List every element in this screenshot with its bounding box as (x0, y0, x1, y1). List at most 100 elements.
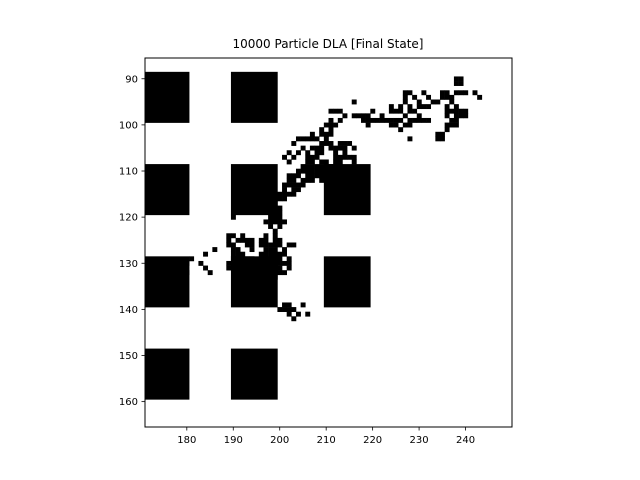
particle-cell (249, 247, 255, 253)
particle-cell (244, 260, 250, 266)
particle-cell (277, 307, 283, 312)
particle-cell (323, 164, 329, 169)
particle-cell (309, 168, 315, 174)
particle-cell (323, 131, 329, 137)
particle-cell (388, 108, 394, 114)
particle-cell (463, 108, 469, 114)
particle-cell (402, 94, 408, 100)
particle-cell (286, 256, 292, 262)
particle-cell (277, 214, 283, 220)
particle-cell (351, 113, 357, 119)
particle-cell (430, 99, 436, 105)
particle-cell (263, 251, 269, 257)
particle-cell (305, 173, 311, 179)
particle-cell (198, 260, 204, 266)
particle-cell (453, 113, 459, 119)
particle-cell (370, 108, 376, 114)
particle-cell (407, 90, 413, 96)
particle-cell (328, 145, 334, 151)
particle-cell (263, 256, 269, 262)
obstacle-block (230, 164, 278, 216)
particle-cell (226, 265, 232, 271)
particle-cell (226, 237, 232, 243)
particle-cell (272, 242, 278, 248)
obstacle-block (145, 164, 190, 216)
particle-cell (300, 177, 306, 183)
particle-cell (263, 260, 269, 266)
particle-cell (268, 219, 274, 225)
particle-cell (286, 182, 292, 188)
particle-cell (272, 210, 278, 216)
particle-cell (444, 108, 450, 114)
particle-cell (333, 164, 339, 169)
particle-cell (235, 256, 241, 262)
particle-cell (351, 159, 357, 165)
particle-cell (272, 233, 278, 239)
obstacle-block (323, 256, 371, 308)
particle-cell (361, 117, 366, 123)
particle-cell (203, 251, 209, 257)
particle-cell (309, 173, 315, 179)
particle-cell (207, 270, 213, 276)
particle-cell (365, 113, 371, 119)
particle-cell (319, 177, 325, 183)
x-tick-label: 240 (456, 435, 475, 446)
particle-cell (435, 136, 441, 142)
particle-cell (407, 136, 413, 142)
particle-cell (453, 81, 459, 86)
particle-cell (295, 173, 301, 179)
particle-cell (286, 173, 292, 179)
particle-cell (286, 311, 292, 317)
particle-cell (328, 117, 334, 123)
particle-cell (337, 108, 343, 114)
particle-cell (300, 136, 306, 142)
particle-cell (323, 122, 329, 128)
particle-layer (145, 71, 483, 400)
particle-cell (351, 154, 357, 160)
particle-cell (314, 145, 320, 151)
particle-cell (240, 237, 246, 243)
particle-cell (184, 260, 190, 266)
particle-cell (314, 173, 320, 179)
particle-cell (277, 237, 283, 243)
particle-cell (268, 200, 274, 206)
particle-cell (282, 247, 287, 253)
particle-cell (291, 242, 297, 248)
particle-cell (458, 76, 464, 82)
particle-cell (323, 159, 329, 165)
particle-cell (319, 141, 325, 146)
particle-cell (305, 164, 311, 169)
particle-cell (240, 260, 246, 266)
particle-cell (328, 141, 334, 146)
x-tick-label: 200 (270, 435, 289, 446)
particle-cell (426, 117, 432, 123)
particle-cell (235, 237, 241, 243)
particle-cell (388, 122, 394, 128)
particle-cell (305, 177, 311, 183)
particle-cell (277, 196, 283, 202)
particle-cell (291, 173, 297, 179)
y-tick-label: 120 (119, 213, 138, 224)
particle-cell (333, 159, 339, 165)
particle-cell (365, 122, 371, 128)
particle-cell (453, 104, 459, 110)
particle-cell (333, 154, 339, 160)
particle-cell (249, 256, 255, 262)
particle-cell (402, 90, 408, 96)
particle-cell (263, 247, 269, 253)
particle-cell (314, 168, 320, 174)
particle-cell (342, 154, 348, 160)
particle-cell (295, 168, 301, 174)
particle-cell (421, 104, 427, 110)
particle-cell (333, 150, 339, 156)
particle-cell (342, 113, 348, 119)
particle-cell (319, 145, 325, 151)
particle-cell (282, 182, 287, 188)
particle-cell (342, 141, 348, 146)
particle-cell (351, 145, 357, 151)
particle-cell (323, 168, 329, 174)
particle-cell (449, 117, 455, 123)
y-axis: 90 100 110 120 130 140 150 160 (119, 74, 145, 408)
particle-cell (277, 256, 283, 262)
particle-cell (268, 214, 274, 220)
